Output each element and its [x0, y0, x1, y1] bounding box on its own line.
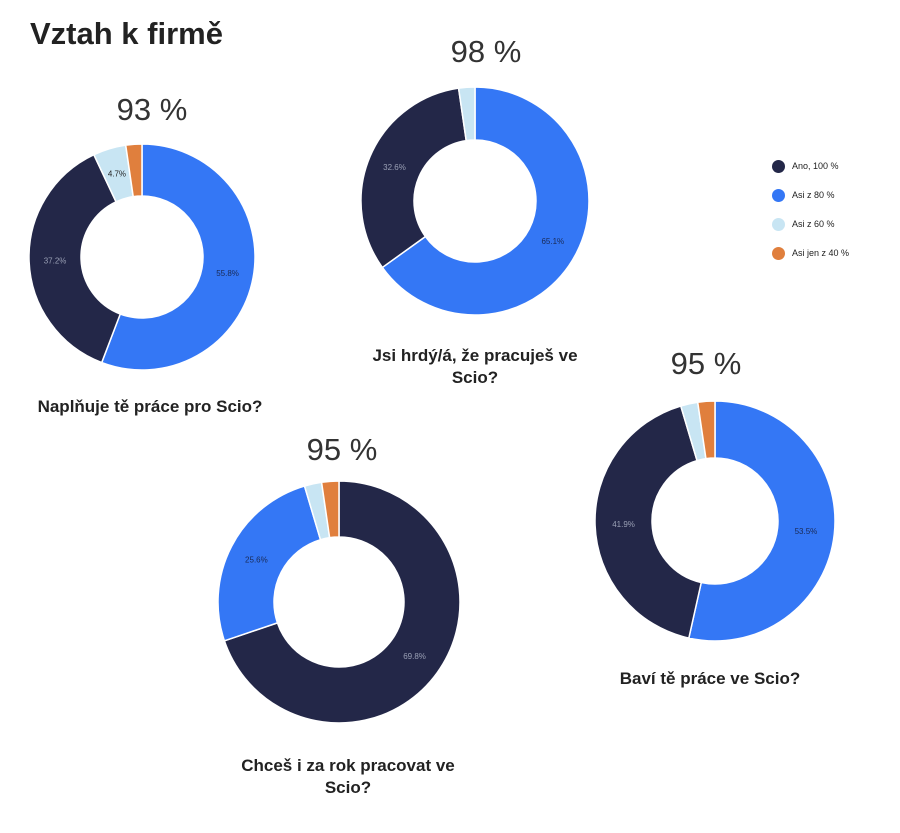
slice-label: 53.5% [795, 527, 818, 536]
legend-label: Asi jen z 40 % [792, 248, 850, 258]
legend-item: Ano, 100 % [772, 158, 849, 174]
chart-4-percent: 95 % [670, 346, 742, 381]
donut-slice [320, 480, 340, 539]
donut-slice [696, 400, 716, 460]
donut-slice [100, 143, 256, 371]
slice-label: 55.8% [216, 269, 239, 278]
donut-slice [28, 153, 122, 364]
legend-swatch-asi60 [772, 217, 785, 231]
donut-slice [360, 87, 468, 269]
legend-label: Asi z 80 % [792, 190, 835, 200]
chart-3-percent: 95 % [306, 432, 378, 467]
chart-3-question: Chceš i za rok pracovat ve Scio? [241, 756, 455, 797]
legend-label: Asi z 60 % [792, 219, 835, 229]
slice-label: 69.8% [403, 652, 426, 661]
legend: Ano, 100 % Asi z 80 % Asi z 60 % Asi jen… [772, 158, 849, 274]
donut-slice [217, 485, 322, 642]
chart-4-question: Baví tě práce ve Scio? [619, 669, 801, 688]
donut-slice [457, 86, 476, 142]
slice-label: 37.2% [44, 256, 67, 265]
chart-2-question: Jsi hrdý/á, že pracuješ ve Scio? [372, 346, 578, 387]
donut-slice [687, 400, 836, 642]
slice-label: 65.1% [541, 237, 564, 246]
donut-slice [223, 480, 461, 724]
chart-1-question: Naplňuje tě práce pro Scio? [37, 397, 263, 416]
legend-swatch-asi80 [772, 188, 785, 202]
slice-label: 32.6% [383, 163, 406, 172]
legend-item: Asi z 80 % [772, 187, 849, 203]
donut-slice [594, 405, 703, 640]
legend-swatch-asi40 [772, 246, 785, 260]
donut-slice [381, 86, 590, 316]
legend-item: Asi jen z 40 % [772, 245, 849, 261]
legend-label: Ano, 100 % [792, 161, 839, 171]
slice-label: 25.6% [245, 555, 268, 564]
chart-2-percent: 98 % [450, 34, 522, 69]
slice-label: 4.7% [108, 170, 126, 179]
slice-label: 41.9% [612, 520, 635, 529]
legend-item: Asi z 60 % [772, 216, 849, 232]
chart-1-percent: 93 % [116, 92, 188, 127]
legend-swatch-ano [772, 159, 785, 173]
page-title: Vztah k firmě [30, 16, 223, 51]
donut-slice [124, 143, 143, 198]
